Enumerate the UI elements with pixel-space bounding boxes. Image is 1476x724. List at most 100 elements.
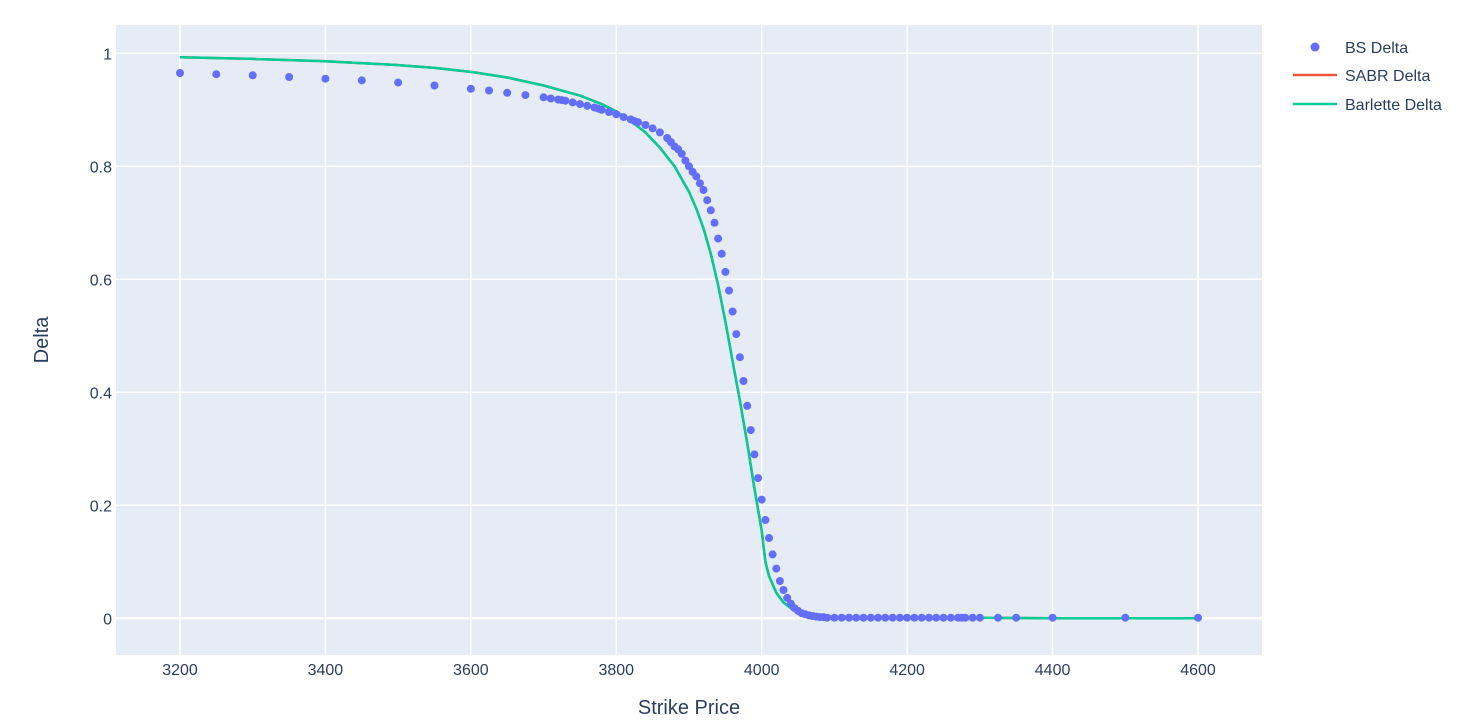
data-point[interactable]: [925, 613, 933, 622]
data-point[interactable]: [968, 613, 977, 622]
data-point[interactable]: [539, 93, 548, 102]
data-point[interactable]: [321, 74, 330, 83]
data-point[interactable]: [765, 534, 773, 542]
y-tick-label: 0: [103, 611, 112, 628]
data-point[interactable]: [725, 286, 733, 295]
data-point[interactable]: [681, 156, 690, 165]
plot-background: [116, 25, 1262, 655]
data-point[interactable]: [775, 577, 784, 585]
data-point[interactable]: [1048, 613, 1057, 622]
data-point[interactable]: [357, 76, 366, 85]
data-point[interactable]: [583, 101, 592, 110]
data-point[interactable]: [874, 613, 883, 622]
data-point[interactable]: [823, 613, 832, 622]
data-point[interactable]: [746, 426, 755, 435]
data-point[interactable]: [703, 196, 712, 205]
data-point[interactable]: [485, 86, 493, 95]
data-point[interactable]: [714, 234, 723, 243]
x-tick-label: 3600: [453, 662, 489, 679]
legend-item-bs-delta[interactable]: BS Delta: [1310, 40, 1409, 57]
data-point[interactable]: [648, 124, 657, 133]
data-point[interactable]: [866, 613, 875, 622]
data-point[interactable]: [655, 128, 664, 137]
data-point[interactable]: [641, 121, 650, 129]
data-point[interactable]: [903, 613, 912, 622]
data-point[interactable]: [888, 613, 897, 622]
data-point[interactable]: [881, 613, 890, 622]
data-point[interactable]: [932, 613, 941, 622]
data-point[interactable]: [605, 108, 613, 116]
data-point[interactable]: [859, 613, 868, 622]
x-tick-label: 4600: [1180, 662, 1216, 679]
data-point[interactable]: [772, 564, 781, 573]
y-tick-label: 0.8: [90, 159, 112, 176]
data-point[interactable]: [743, 401, 752, 410]
data-point[interactable]: [757, 495, 766, 504]
data-point[interactable]: [975, 613, 984, 622]
data-point[interactable]: [946, 613, 955, 622]
legend-label-bs-delta: BS Delta: [1345, 40, 1408, 57]
data-point[interactable]: [692, 172, 701, 181]
data-point[interactable]: [699, 186, 708, 194]
data-point[interactable]: [597, 105, 606, 114]
data-point[interactable]: [735, 353, 744, 362]
data-point[interactable]: [852, 613, 861, 622]
data-point[interactable]: [612, 110, 621, 119]
data-point[interactable]: [994, 613, 1002, 622]
data-point[interactable]: [1194, 613, 1202, 622]
data-point[interactable]: [717, 249, 726, 258]
data-point[interactable]: [845, 613, 853, 622]
data-point[interactable]: [732, 330, 741, 339]
legend-item-barlette-delta[interactable]: Barlette Delta: [1293, 97, 1442, 114]
data-point[interactable]: [677, 149, 686, 158]
data-point[interactable]: [575, 100, 584, 109]
data-point[interactable]: [212, 70, 221, 79]
data-point[interactable]: [837, 613, 846, 622]
data-point[interactable]: [739, 377, 748, 385]
data-point[interactable]: [521, 91, 530, 100]
data-point[interactable]: [634, 118, 643, 127]
data-point[interactable]: [285, 73, 294, 81]
data-point[interactable]: [1012, 613, 1021, 622]
y-tick-label: 0.4: [90, 385, 112, 402]
y-tick-labels: 0 0.2 0.4 0.6 0.8 1: [90, 46, 112, 628]
data-point[interactable]: [176, 69, 184, 77]
data-point[interactable]: [728, 307, 737, 316]
data-point[interactable]: [1121, 613, 1130, 622]
data-point[interactable]: [466, 84, 475, 93]
data-point[interactable]: [721, 267, 730, 276]
data-point[interactable]: [783, 593, 792, 602]
legend-item-sabr-delta[interactable]: SABR Delta: [1293, 68, 1430, 85]
x-axis-title: Strike Price: [638, 697, 740, 719]
series-markers-bs-delta: [176, 69, 1202, 622]
legend[interactable]: BS Delta SABR Delta Barlette Delta: [1293, 40, 1442, 114]
data-point[interactable]: [779, 586, 788, 594]
legend-label-sabr-delta: SABR Delta: [1345, 68, 1430, 85]
data-point[interactable]: [503, 88, 512, 97]
data-point[interactable]: [695, 179, 704, 188]
x-tick-label: 3800: [598, 662, 634, 679]
data-point[interactable]: [939, 613, 948, 622]
data-point[interactable]: [706, 206, 715, 215]
data-point[interactable]: [761, 516, 770, 524]
data-point[interactable]: [961, 613, 970, 622]
data-point[interactable]: [561, 96, 570, 105]
data-point[interactable]: [619, 113, 628, 122]
x-tick-label: 3400: [308, 662, 344, 679]
data-point[interactable]: [750, 450, 759, 459]
data-point[interactable]: [568, 98, 577, 107]
data-point[interactable]: [768, 550, 777, 559]
data-point[interactable]: [248, 71, 257, 80]
data-point[interactable]: [895, 613, 904, 622]
data-point[interactable]: [910, 613, 919, 622]
y-tick-label: 0.2: [90, 498, 112, 515]
data-point[interactable]: [917, 613, 926, 622]
data-point[interactable]: [430, 81, 439, 90]
data-point[interactable]: [754, 474, 763, 483]
data-point[interactable]: [710, 218, 719, 227]
data-point[interactable]: [546, 94, 555, 103]
traces: [176, 55, 1202, 622]
data-point[interactable]: [830, 613, 839, 622]
data-point[interactable]: [394, 78, 403, 87]
